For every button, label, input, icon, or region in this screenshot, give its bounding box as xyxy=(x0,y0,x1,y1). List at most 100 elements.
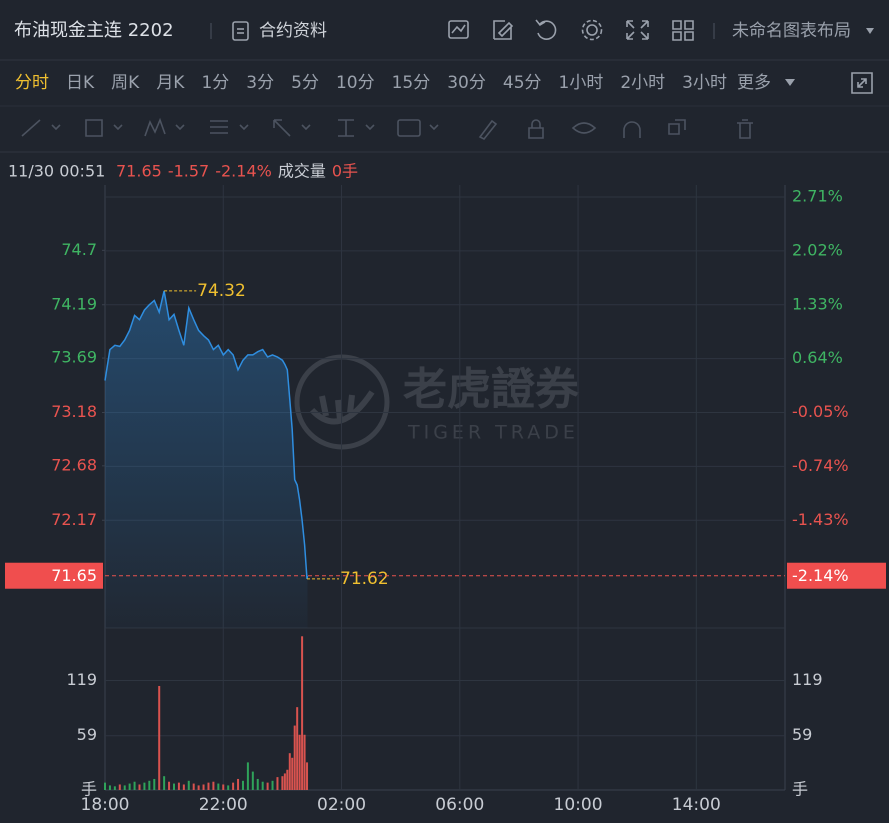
timeframe[interactable]: 2小时 xyxy=(620,73,665,93)
tool-fib[interactable] xyxy=(210,120,249,134)
tool-delete[interactable] xyxy=(737,119,753,139)
timeframe[interactable]: 周K xyxy=(111,73,140,93)
more-menu[interactable]: 更多 xyxy=(737,73,795,93)
timeframe[interactable]: 分时 xyxy=(15,73,49,93)
volume-bar xyxy=(232,782,235,790)
watermark-brand: TIGER TRADE xyxy=(407,422,579,444)
volume-bar xyxy=(271,780,274,790)
high-annotation: 74.32 xyxy=(197,281,246,301)
timeframe[interactable]: 3小时 xyxy=(682,73,727,93)
tool-rect[interactable] xyxy=(85,119,123,137)
drawing-tools xyxy=(21,117,753,141)
layout-icon[interactable] xyxy=(672,20,694,41)
price-line xyxy=(104,290,309,580)
volume-tick-label: 119 xyxy=(66,670,97,689)
y-tick-label: 73.18 xyxy=(51,402,97,421)
quote-change-pct: -2.14% xyxy=(215,162,272,181)
volume-bar xyxy=(123,785,126,790)
y2-tick-label: 2.71% xyxy=(792,187,843,206)
price-area xyxy=(105,290,308,628)
timeframe[interactable]: 10分 xyxy=(336,73,375,93)
contract-info-button[interactable]: 合约资料 xyxy=(232,21,327,41)
volume-bar xyxy=(113,786,116,790)
volume-bar xyxy=(187,780,190,790)
watermark-logo-stripes xyxy=(309,390,375,425)
timeframe[interactable]: 1分 xyxy=(201,73,229,93)
watermark-name: 老虎證券 xyxy=(403,364,580,415)
y-tick-label: 74.7 xyxy=(61,240,97,259)
quote-time: 11/30 00:51 xyxy=(8,162,105,181)
tool-magnet[interactable] xyxy=(623,121,641,138)
tool-measure[interactable] xyxy=(338,119,375,137)
y2-tick-label: 1.33% xyxy=(792,294,843,313)
tool-eye[interactable] xyxy=(571,122,597,134)
x-tick-label: 06:00 xyxy=(435,795,484,815)
volume-bar xyxy=(288,753,291,790)
expand-icon[interactable] xyxy=(851,72,873,94)
timeframe[interactable]: 月K xyxy=(156,73,185,93)
doc-icon xyxy=(232,21,249,41)
volume-bar xyxy=(251,771,254,790)
timeframe[interactable]: 日K xyxy=(66,73,95,93)
volume-bar xyxy=(237,778,240,790)
volume-bar xyxy=(202,784,205,790)
tool-arrow[interactable] xyxy=(273,119,311,137)
timeframe[interactable]: 1小时 xyxy=(559,73,604,93)
tool-lock[interactable] xyxy=(528,119,544,139)
volume-bar xyxy=(286,769,289,790)
volume-bar xyxy=(261,781,264,790)
volume-tick-label: 119 xyxy=(792,670,823,689)
volume-bar xyxy=(296,707,299,790)
tool-text[interactable] xyxy=(397,119,421,137)
y2-tick-label: 0.64% xyxy=(792,348,843,367)
tool-copy[interactable] xyxy=(668,119,686,135)
tool-line[interactable] xyxy=(21,119,61,137)
quote-line: 11/30 00:51 71.65 -1.57 -2.14% 成交量 0手 xyxy=(8,162,358,181)
quote-volume: 0手 xyxy=(332,162,358,181)
timeframe[interactable]: 5分 xyxy=(291,73,319,93)
layout-name: 未命名图表布局 xyxy=(732,21,851,41)
volume-bar xyxy=(153,778,156,790)
volume-bar xyxy=(108,785,111,790)
volume-bar xyxy=(256,778,259,790)
title: 布油现金主连 2202 xyxy=(14,20,174,41)
volume-bar xyxy=(241,780,244,790)
volume-bar xyxy=(298,734,301,790)
reset-icon[interactable] xyxy=(535,19,557,40)
watermark: 老虎證券 TIGER TRADE xyxy=(294,354,580,450)
timeframe[interactable]: 3分 xyxy=(246,73,274,93)
x-tick-label: 10:00 xyxy=(554,795,603,815)
indicator-icon[interactable] xyxy=(448,20,469,39)
settings-gear xyxy=(581,19,603,41)
volume-bar xyxy=(197,785,200,790)
volume-bar xyxy=(283,773,286,790)
volume-bar xyxy=(192,783,195,790)
y2-tick-label: 2.02% xyxy=(792,240,843,259)
x-tick-label: 14:00 xyxy=(672,795,721,815)
volume-bar xyxy=(293,725,296,790)
timeframe[interactable]: 15分 xyxy=(392,73,431,93)
volume-tick-label: 手 xyxy=(81,780,97,799)
volume-bar xyxy=(306,762,309,790)
volume-bar xyxy=(172,783,175,790)
volume-bar xyxy=(104,782,106,790)
timeframe[interactable]: 30分 xyxy=(447,73,486,93)
volume-bar xyxy=(227,785,230,790)
last-price-label: 71.65 xyxy=(51,566,97,585)
volume-tick-label: 59 xyxy=(77,725,97,744)
volume-bar xyxy=(266,782,269,790)
layout-menu[interactable]: 未命名图表布局 xyxy=(732,21,874,41)
timeframe[interactable]: 45分 xyxy=(503,73,542,93)
edit-icon[interactable] xyxy=(493,20,514,40)
volume-bar xyxy=(148,780,151,790)
tool-pen[interactable] xyxy=(478,119,498,141)
tool-wave[interactable] xyxy=(144,117,185,137)
top-icons xyxy=(448,19,694,41)
y2-tick-label: -0.74% xyxy=(792,456,849,475)
settings-icon[interactable] xyxy=(586,24,598,36)
volume-bar xyxy=(207,782,210,790)
fullscreen-icon[interactable] xyxy=(626,20,649,40)
last-pct-badge xyxy=(787,562,886,589)
